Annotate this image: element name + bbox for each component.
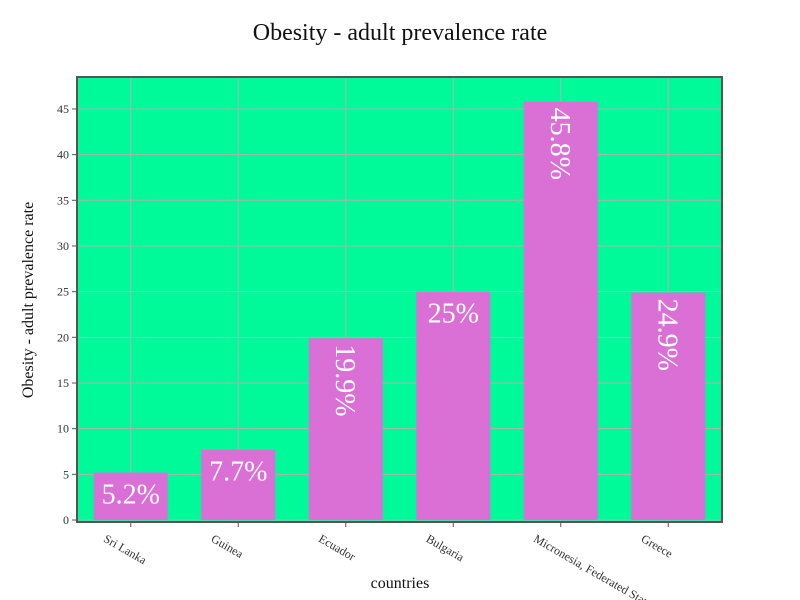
y-tick-label: 15 [57, 376, 69, 390]
chart-title: Obesity - adult prevalence rate [253, 20, 548, 46]
y-tick-label: 45 [57, 102, 69, 116]
x-tick-label: Greece [639, 531, 675, 560]
x-tick-label: Guinea [209, 531, 247, 561]
bar [201, 449, 276, 520]
y-tick-label: 30 [57, 239, 69, 253]
y-tick-label: 0 [63, 513, 69, 527]
plot-frame [76, 76, 723, 523]
bar [416, 291, 491, 520]
y-tick-label: 25 [57, 285, 69, 299]
x-tick-label: Ecuador [316, 531, 358, 563]
plot-area [77, 77, 722, 522]
data-labels: 5.2% 7.7% 19.9% 25% 45.8% 24.9% [102, 108, 683, 511]
y-axis-title: Obesity - adult prevalence rate [20, 202, 37, 398]
bars [93, 101, 706, 520]
y-tick-label: 5 [63, 467, 69, 481]
y-tick-label: 35 [57, 193, 69, 207]
bar [631, 292, 706, 520]
x-axis-title: countries [371, 575, 430, 592]
bar-data-label: 7.7% [209, 457, 267, 488]
y-axis-ticks: 0 5 10 15 20 25 30 35 40 45 [57, 102, 77, 527]
x-tick-label: Bulgaria [424, 531, 467, 564]
bar-data-label: 19.9% [329, 344, 360, 416]
bar-data-label: 24.9% [651, 299, 682, 371]
bar [93, 472, 168, 520]
y-tick-label: 10 [57, 422, 69, 436]
bar-data-label: 45.8% [544, 108, 575, 180]
bar-data-label: 25% [428, 299, 479, 330]
y-tick-label: 20 [57, 330, 69, 344]
bar-data-label: 5.2% [102, 480, 160, 511]
bar [523, 101, 598, 520]
x-tick-label: Sri Lanka [101, 531, 149, 567]
y-tick-label: 40 [57, 148, 69, 162]
bar [308, 338, 383, 520]
